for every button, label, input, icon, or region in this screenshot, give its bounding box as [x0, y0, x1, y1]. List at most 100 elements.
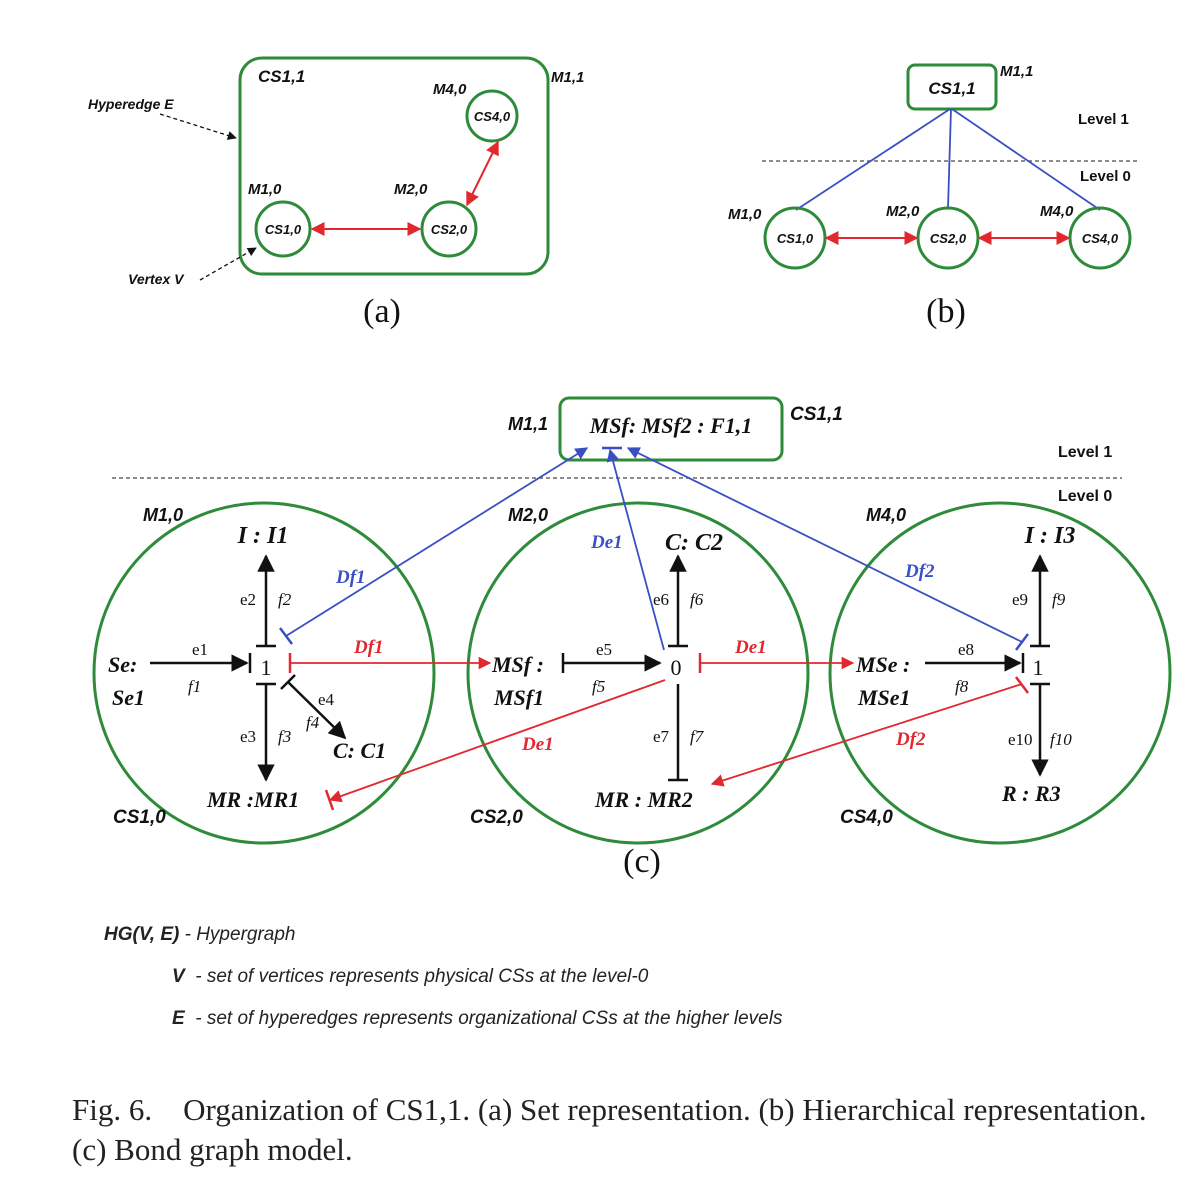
e1-label: e1 [192, 640, 208, 659]
cs10-text: CS1,0 [265, 222, 302, 237]
legend-v-desc: - set of vertices represents physical CS… [184, 966, 649, 987]
f9-label: f9 [1052, 590, 1066, 609]
panel-b: CS1,1 M1,1 Level 1 Level 0 M1,0 M2,0 M4,… [728, 63, 1140, 330]
legend-e: E - set of hyperedges represents organiz… [172, 1008, 782, 1030]
cs40-circle [828, 501, 1172, 845]
panel-c: M1,1 MSf: MSf2 : F1,1 CS1,1 Level 1 Leve… [92, 396, 1172, 880]
cs10-label: CS1,0 [113, 807, 166, 828]
e3-label: e3 [240, 727, 256, 746]
cs10-circle [92, 501, 436, 845]
m10-label: M1,0 [143, 505, 183, 525]
df1-red-label: Df1 [353, 637, 384, 658]
m20-label: M2,0 [886, 203, 920, 220]
legend-hg-term: HG(V, E) [104, 924, 180, 945]
cs20-text: CS2,0 [930, 231, 967, 246]
figure-caption: Fig. 6. Organization of CS1,1. (a) Set r… [72, 1092, 1155, 1167]
m11-label: M1,1 [551, 69, 584, 86]
junction-1a: 1 [261, 655, 272, 680]
m40-label: M4,0 [866, 505, 906, 525]
c2-element: C: C2 [665, 530, 723, 556]
de1-red-label-top: De1 [734, 637, 767, 658]
junction-1b: 1 [1033, 655, 1044, 680]
cs10-bond-graph: I : I1 Se: Se1 1 C: C1 MR :MR1 e1 f1 e2 … [108, 523, 386, 812]
red-signals: Df1 De1 De1 Df2 [288, 637, 1029, 811]
se1-element: Se1 [112, 685, 145, 710]
level0-label: Level 0 [1058, 488, 1112, 505]
junction-0: 0 [671, 655, 682, 680]
signal-df2-red-stroke [1015, 676, 1029, 694]
blue-signals: Df1 De1 Df2 [279, 446, 1029, 651]
f10-label: f10 [1050, 730, 1072, 749]
e8-label: e8 [958, 640, 974, 659]
se-element: Se: [108, 652, 137, 677]
hyperedge-label: Hyperedge E [88, 96, 174, 112]
msf1-element: MSf1 [493, 685, 544, 710]
signal-de1-up [606, 448, 665, 651]
f6-label: f6 [690, 590, 704, 609]
cs10-text: CS1,0 [777, 231, 814, 246]
m11-label: M1,1 [508, 414, 548, 434]
cs11-text: CS1,1 [928, 79, 975, 98]
cs40-bond-graph: I : I3 MSe : MSe1 1 R : R3 e8 f8 e9 f9 e… [855, 523, 1075, 806]
f1-label: f1 [188, 677, 201, 696]
f8-label: f8 [955, 677, 969, 696]
i3-element: I : I3 [1024, 523, 1076, 549]
legend-hg: HG(V, E) - Hypergraph [104, 924, 296, 946]
e5-label: e5 [596, 640, 612, 659]
level1-label: Level 1 [1058, 444, 1112, 461]
de1-blue-label: De1 [590, 532, 623, 553]
legend-v: V - set of vertices represents physical … [172, 966, 648, 988]
tree-edge-cs10 [795, 108, 951, 211]
mr1-element: MR :MR1 [206, 787, 299, 812]
e10-label: e10 [1008, 730, 1033, 749]
signal-df1-up-stroke [279, 627, 293, 645]
m20-label: M2,0 [394, 181, 428, 198]
f3-label: f3 [278, 727, 291, 746]
tree-edge-cs40 [951, 108, 1101, 211]
cs11-box [558, 396, 784, 462]
mse1-element: MSe1 [857, 685, 911, 710]
cs40-label: CS4,0 [840, 807, 893, 828]
cs20-bond-graph: C: C2 MSf : MSf1 0 MR : MR2 e5 f5 e6 f6 … [491, 530, 723, 812]
level0-label: Level 0 [1080, 168, 1131, 185]
m11-label: M1,1 [1000, 63, 1033, 80]
c1-element: C: C1 [333, 738, 386, 763]
e7-label: e7 [653, 727, 670, 746]
cs11-box-text: MSf: MSf2 : F1,1 [589, 413, 753, 438]
e4-label: e4 [318, 690, 335, 709]
f4-label: f4 [306, 713, 320, 732]
signal-df2-up-stroke [1015, 633, 1029, 651]
cs11-label: CS1,1 [258, 67, 305, 86]
bond-e4 [287, 681, 347, 740]
e6-label: e6 [653, 590, 669, 609]
mr2-element: MR : MR2 [594, 787, 693, 812]
mse-element: MSe : [855, 652, 910, 677]
signal-df2-red [710, 683, 1023, 787]
df1-blue-label: Df1 [335, 567, 366, 588]
m40-label: M4,0 [433, 81, 467, 98]
m10-label: M1,0 [728, 206, 762, 223]
cs20-circle [466, 501, 810, 845]
panel-c-label: (c) [623, 843, 661, 880]
legend-e-desc: - set of hyperedges represents organizat… [184, 1008, 783, 1029]
panel-b-label: (b) [926, 293, 966, 330]
f5-label: f5 [592, 677, 605, 696]
hyperedge-box [238, 56, 550, 276]
de1-red-label-low: De1 [521, 734, 554, 755]
f2-label: f2 [278, 590, 292, 609]
df2-blue-label: Df2 [904, 561, 935, 582]
signal-df2-up [626, 447, 1023, 643]
signal-de1-to-mr1 [328, 679, 666, 803]
signal-de1-to-mr1-stroke [324, 789, 335, 811]
m20-label: M2,0 [508, 505, 548, 525]
level1-label: Level 1 [1078, 111, 1129, 128]
panel-a-label: (a) [363, 293, 401, 330]
m40-label: M4,0 [1040, 203, 1074, 220]
f7-label: f7 [690, 727, 705, 746]
cs40-text: CS4,0 [1082, 231, 1119, 246]
vertex-pointer [199, 247, 257, 281]
legend-hg-desc: - Hypergraph [179, 924, 296, 945]
cs20-label: CS2,0 [470, 807, 523, 828]
vertex-label: Vertex V [128, 271, 185, 287]
